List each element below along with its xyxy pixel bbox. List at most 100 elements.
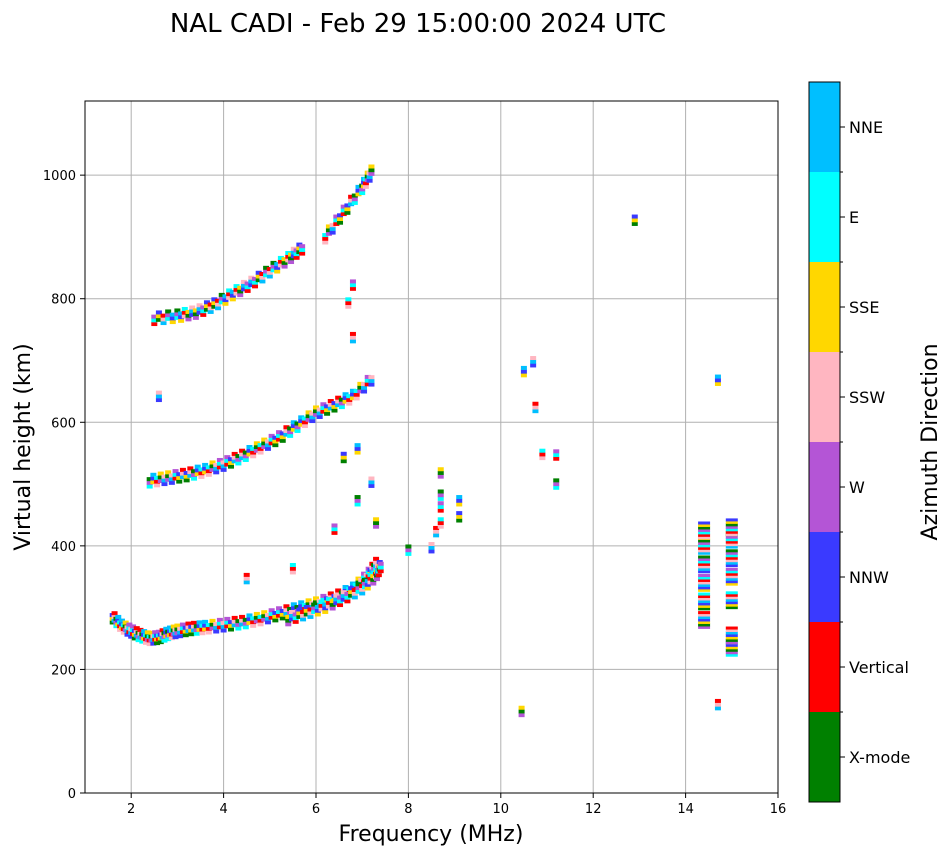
echo-point <box>154 475 161 480</box>
echo-point <box>331 404 338 409</box>
echo-point <box>231 619 238 624</box>
echo-point <box>530 356 537 361</box>
echo-point <box>288 613 295 618</box>
echo-point <box>191 476 198 481</box>
echo-point <box>698 613 711 617</box>
colorbar-swatch <box>809 262 840 352</box>
echo-point <box>139 639 146 644</box>
echo-point <box>349 335 356 340</box>
echo-point <box>456 495 463 500</box>
echo-point <box>239 614 246 619</box>
echo-point <box>179 622 186 627</box>
echo-point <box>268 608 275 613</box>
echo-point <box>237 285 244 290</box>
echo-point <box>187 473 194 478</box>
echo-point <box>155 398 162 403</box>
echo-point <box>205 465 212 470</box>
echo-point <box>165 316 172 321</box>
echo-point <box>342 399 349 404</box>
echo-point <box>176 475 183 480</box>
echo-point <box>165 637 172 642</box>
echo-point <box>224 455 231 460</box>
echo-point <box>155 317 162 322</box>
echo-point <box>349 286 356 291</box>
echo-point <box>189 309 196 314</box>
echo-point <box>244 281 251 286</box>
echo-point <box>354 446 361 451</box>
echo-point <box>348 589 355 594</box>
echo-point <box>224 620 231 625</box>
echo-point <box>631 218 638 223</box>
echo-point <box>276 606 283 611</box>
echo-point <box>227 627 234 632</box>
echo-point <box>322 233 329 238</box>
echo-point <box>203 304 210 309</box>
echo-point <box>263 265 270 270</box>
echo-point <box>240 287 247 292</box>
echo-point <box>698 604 711 608</box>
echo-point <box>274 265 281 270</box>
echo-point <box>361 382 368 387</box>
echo-point <box>294 428 301 433</box>
echo-point <box>631 221 638 226</box>
echo-point <box>405 544 412 549</box>
echo-point <box>322 240 329 245</box>
echo-point <box>725 523 738 527</box>
echo-point <box>337 213 344 218</box>
echo-point <box>373 524 380 529</box>
echo-point <box>203 307 210 312</box>
echo-point <box>368 378 375 383</box>
echo-point <box>264 620 271 625</box>
echo-point <box>355 192 362 197</box>
echo-point <box>257 450 264 455</box>
echo-point <box>437 501 444 506</box>
echo-point <box>222 298 229 303</box>
echo-point <box>169 320 176 325</box>
echo-point <box>698 611 711 615</box>
echo-point <box>246 448 253 453</box>
echo-point <box>725 636 738 640</box>
echo-point <box>553 456 560 461</box>
echo-point <box>220 464 227 469</box>
echo-point <box>222 294 229 299</box>
echo-point <box>285 618 292 623</box>
echo-point <box>226 295 233 300</box>
echo-point <box>240 279 247 284</box>
echo-point <box>215 306 222 311</box>
echo-point <box>322 606 329 611</box>
echo-point <box>185 309 192 314</box>
echo-point <box>252 276 259 281</box>
echo-point <box>349 396 356 401</box>
echo-point <box>274 262 281 267</box>
echo-point <box>277 259 284 264</box>
echo-point <box>362 181 369 186</box>
echo-point <box>233 284 240 289</box>
echo-point <box>131 636 138 641</box>
echo-point <box>320 409 327 414</box>
echo-point <box>340 212 347 217</box>
echo-point <box>259 272 266 276</box>
echo-point <box>272 610 279 615</box>
echo-point <box>209 626 216 631</box>
echo-point <box>179 471 186 476</box>
echo-point <box>311 602 318 607</box>
echo-point <box>725 545 738 549</box>
echo-point <box>200 309 207 314</box>
echo-point <box>518 705 525 710</box>
echo-point <box>135 638 142 643</box>
echo-point <box>348 593 355 598</box>
echo-point <box>283 611 290 616</box>
echo-point <box>276 613 283 618</box>
echo-point <box>243 580 250 585</box>
echo-point <box>272 443 279 448</box>
echo-point <box>194 464 201 469</box>
echo-point <box>366 178 373 183</box>
echo-point <box>150 472 157 477</box>
echo-point <box>340 597 347 602</box>
echo-point <box>553 482 560 487</box>
echo-point <box>329 230 336 235</box>
echo-point <box>353 396 360 401</box>
echo-point <box>246 613 253 618</box>
echo-point <box>218 292 225 297</box>
echo-point <box>714 702 721 707</box>
